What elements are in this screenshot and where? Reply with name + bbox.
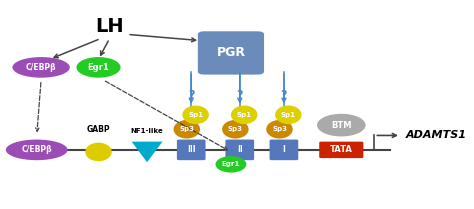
Text: ?: ? xyxy=(237,90,243,100)
Text: C/EBPβ: C/EBPβ xyxy=(26,63,56,72)
Text: III: III xyxy=(187,145,195,154)
FancyBboxPatch shape xyxy=(270,140,298,160)
Text: Sp3: Sp3 xyxy=(179,126,194,132)
Ellipse shape xyxy=(182,106,209,124)
Polygon shape xyxy=(132,142,163,162)
Text: PGR: PGR xyxy=(217,46,246,59)
Text: Sp3: Sp3 xyxy=(228,126,243,132)
Text: ADAMTS1: ADAMTS1 xyxy=(405,130,466,140)
FancyBboxPatch shape xyxy=(177,140,206,160)
Text: C/EBPβ: C/EBPβ xyxy=(21,145,52,154)
Ellipse shape xyxy=(6,140,68,160)
Text: LH: LH xyxy=(95,17,124,36)
Text: I: I xyxy=(283,145,285,154)
Ellipse shape xyxy=(85,143,112,161)
Ellipse shape xyxy=(216,156,246,173)
Ellipse shape xyxy=(76,57,120,78)
Ellipse shape xyxy=(266,120,293,139)
FancyBboxPatch shape xyxy=(198,31,264,75)
Text: NF1-like: NF1-like xyxy=(131,128,164,134)
Text: GABP: GABP xyxy=(87,125,110,134)
Circle shape xyxy=(317,114,365,136)
Text: Sp3: Sp3 xyxy=(272,126,287,132)
Text: TATA: TATA xyxy=(330,145,353,154)
Text: Egr1: Egr1 xyxy=(88,63,109,72)
Text: ?: ? xyxy=(188,90,194,100)
Ellipse shape xyxy=(12,57,70,78)
Text: Sp1: Sp1 xyxy=(188,112,203,118)
FancyBboxPatch shape xyxy=(226,140,254,160)
Ellipse shape xyxy=(222,120,248,139)
Text: ?: ? xyxy=(281,90,287,100)
Ellipse shape xyxy=(275,106,301,124)
FancyBboxPatch shape xyxy=(319,142,364,158)
Text: Sp1: Sp1 xyxy=(281,112,296,118)
Text: Egr1: Egr1 xyxy=(222,161,240,167)
Text: Sp1: Sp1 xyxy=(237,112,252,118)
Text: II: II xyxy=(237,145,243,154)
Text: BTM: BTM xyxy=(331,121,352,130)
Ellipse shape xyxy=(231,106,257,124)
Ellipse shape xyxy=(173,120,200,139)
